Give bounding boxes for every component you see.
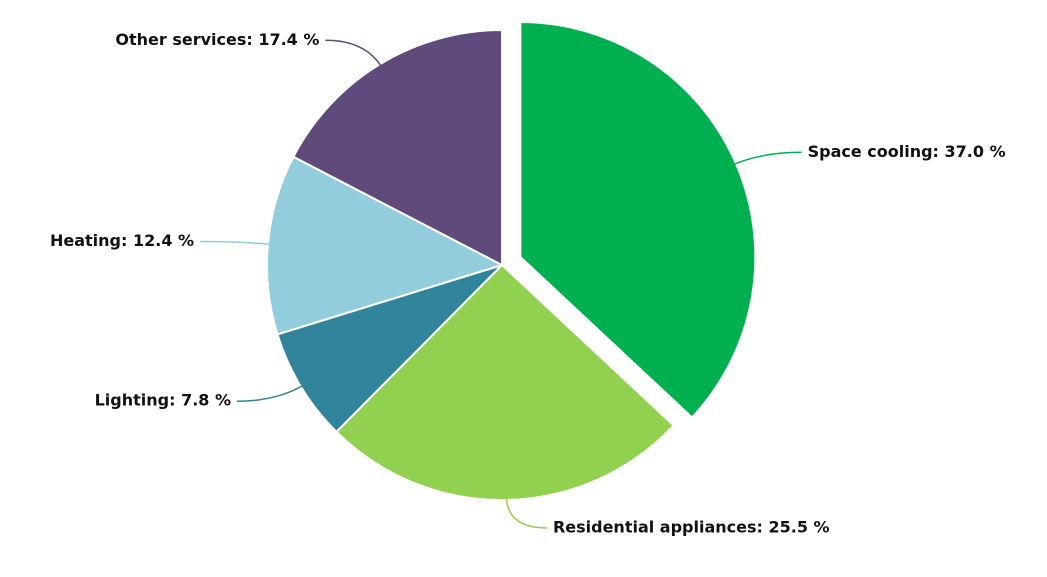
data-label: Heating: 12.4 % [50,231,194,250]
leader-line [325,39,383,68]
data-label: Residential appliances: 25.5 % [553,517,830,536]
data-label: Other services: 17.4 % [115,30,319,49]
leader-line [200,240,272,246]
leader-line [731,151,802,166]
data-label: Space cooling: 37.0 % [808,142,1006,161]
leader-line [505,495,547,529]
leader-line [237,384,305,402]
data-label: Lighting: 7.8 % [95,391,231,410]
